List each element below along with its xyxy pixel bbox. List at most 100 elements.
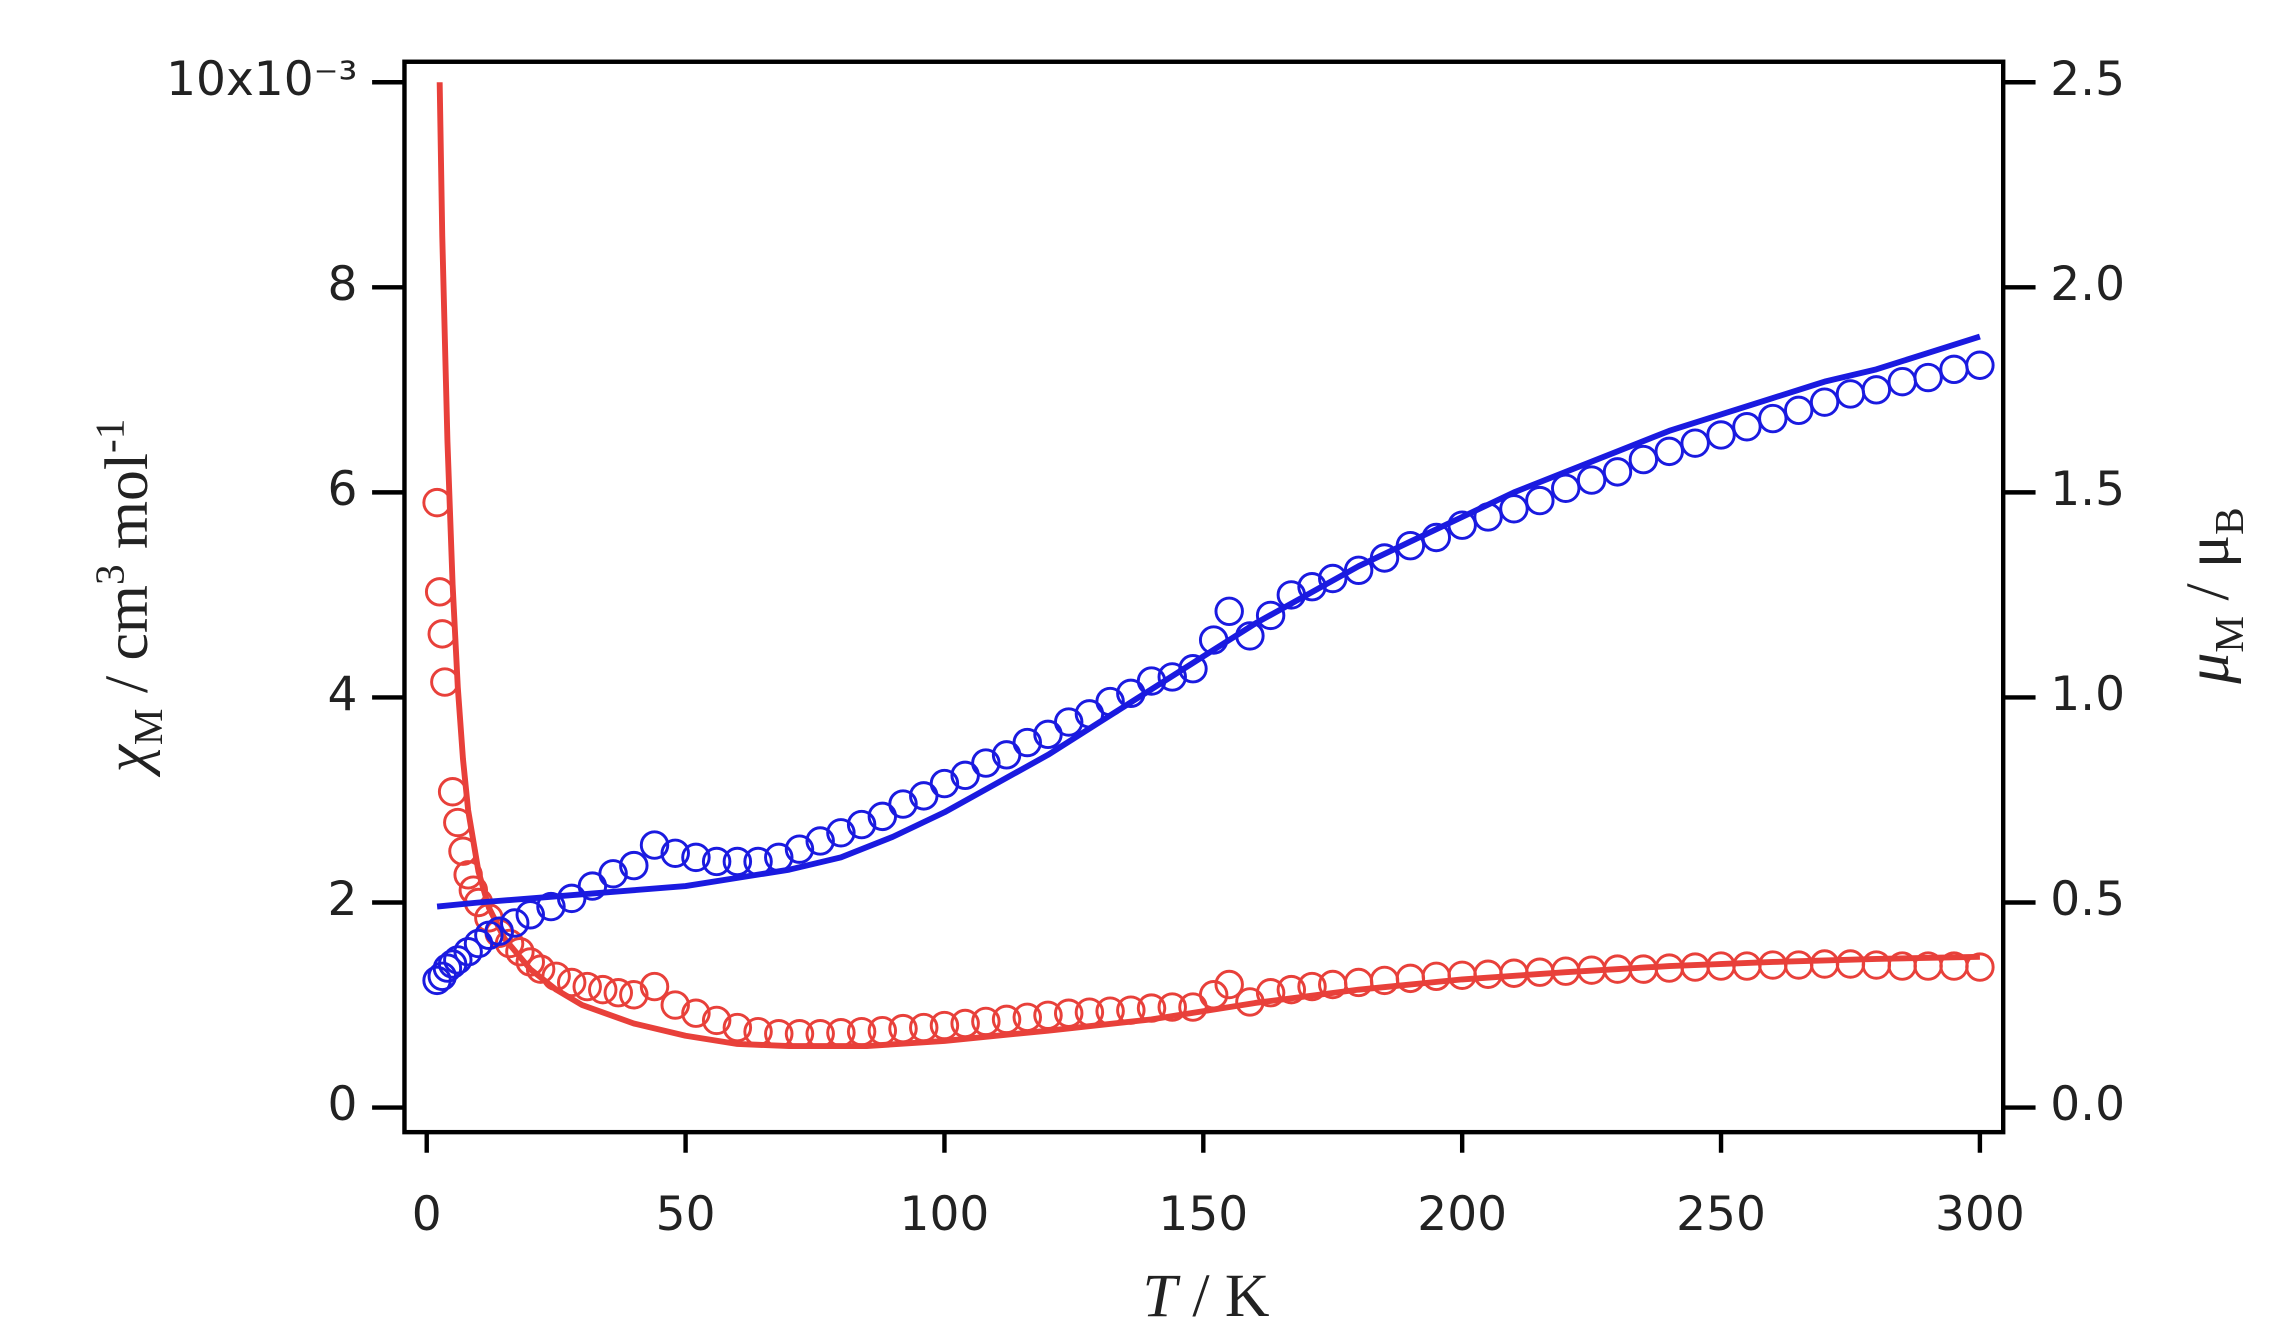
data-point bbox=[929, 768, 960, 799]
data-point bbox=[722, 846, 753, 877]
data-point bbox=[1297, 971, 1327, 1002]
data-point bbox=[660, 838, 690, 868]
data-point bbox=[1551, 473, 1581, 503]
data-point bbox=[1758, 403, 1788, 434]
data-point bbox=[1276, 974, 1307, 1005]
x-tick-label: 300 bbox=[1935, 1187, 2025, 1242]
data-point bbox=[572, 971, 602, 1002]
data-point bbox=[1157, 992, 1187, 1022]
data-point bbox=[681, 842, 711, 873]
y2-tick-label: 2.0 bbox=[2050, 257, 2125, 312]
data-point bbox=[515, 900, 545, 930]
y-tick-label: 4 bbox=[327, 667, 357, 722]
data-point bbox=[660, 990, 690, 1020]
data-point bbox=[1965, 350, 1995, 380]
data-point bbox=[505, 936, 535, 967]
y-title-part: mol bbox=[93, 453, 161, 564]
data-point bbox=[846, 809, 877, 840]
data-point bbox=[1447, 960, 1477, 990]
data-point bbox=[701, 846, 732, 877]
y2-title-part: B bbox=[2206, 507, 2252, 534]
y-title-part: / cm bbox=[93, 585, 161, 708]
y2-tick-label: 0.0 bbox=[2050, 1077, 2125, 1132]
data-point bbox=[1732, 412, 1762, 442]
data-point bbox=[1809, 949, 1840, 979]
y-axis-title: χM / cm3 mol-1 bbox=[87, 419, 171, 778]
data-point bbox=[453, 936, 483, 967]
y2-title-part: / μ bbox=[2174, 535, 2242, 616]
data-point bbox=[888, 789, 918, 819]
data-point bbox=[430, 667, 460, 697]
x-title-part: T bbox=[1143, 1262, 1181, 1330]
data-point bbox=[598, 859, 628, 889]
data-point bbox=[1887, 366, 1917, 397]
x-tick-label: 100 bbox=[900, 1187, 990, 1242]
data-point bbox=[603, 978, 633, 1008]
x-axis-title: T / K bbox=[1143, 1262, 1270, 1330]
data-point bbox=[432, 953, 463, 983]
data-point bbox=[1861, 375, 1892, 405]
data-point bbox=[805, 826, 835, 856]
data-point bbox=[500, 908, 530, 938]
data-point bbox=[1525, 485, 1555, 516]
data-point bbox=[681, 998, 711, 1028]
data-point bbox=[1783, 395, 1814, 426]
data-point bbox=[1835, 379, 1866, 409]
data-point bbox=[1965, 952, 1995, 982]
y-tick-label: 0 bbox=[327, 1077, 357, 1132]
y-tick-label: 6 bbox=[327, 462, 357, 517]
y-title-part: -1 bbox=[87, 419, 133, 453]
data-point bbox=[1783, 950, 1814, 980]
y2-tick-label: 1.0 bbox=[2050, 667, 2125, 722]
data-point bbox=[639, 971, 670, 1002]
y-tick-label: 8 bbox=[327, 257, 357, 312]
data-point bbox=[1255, 978, 1286, 1008]
y-title-part: χ bbox=[93, 743, 161, 777]
data-point bbox=[1939, 354, 1969, 385]
data-point bbox=[1628, 444, 1659, 475]
data-point bbox=[1214, 596, 1244, 627]
x-title-part: / K bbox=[1177, 1262, 1270, 1330]
data-point bbox=[536, 891, 566, 922]
data-point bbox=[588, 974, 618, 1005]
data-point bbox=[1654, 436, 1684, 467]
data-point bbox=[1053, 707, 1084, 737]
fit-line bbox=[436, 333, 1981, 910]
x-tick-label: 0 bbox=[412, 1187, 442, 1242]
data-point bbox=[1706, 420, 1736, 450]
y2-title-part: M bbox=[2206, 616, 2252, 653]
data-point bbox=[1157, 662, 1187, 692]
y-title-part: M bbox=[125, 709, 171, 746]
y2-tick-label: 2.5 bbox=[2050, 52, 2125, 107]
data-point bbox=[1318, 563, 1348, 594]
data-point bbox=[443, 945, 473, 975]
data-point bbox=[1680, 428, 1710, 458]
y-tick-label: 2 bbox=[327, 872, 357, 927]
y2-tick-label: 0.5 bbox=[2050, 872, 2125, 927]
plot-frame bbox=[402, 59, 2006, 1135]
data-point bbox=[784, 834, 815, 864]
data-point bbox=[971, 748, 1001, 778]
data-point bbox=[619, 980, 649, 1010]
data-point bbox=[722, 1012, 753, 1043]
data-point bbox=[424, 577, 455, 607]
data-point bbox=[1602, 457, 1633, 487]
data-point bbox=[784, 1019, 815, 1049]
data-point bbox=[639, 830, 670, 860]
data-point bbox=[484, 916, 514, 946]
y2-title-part: μ bbox=[2174, 653, 2242, 685]
data-point bbox=[1255, 600, 1286, 631]
y2-axis-title: μM / μB bbox=[2174, 507, 2252, 684]
x-tick-label: 150 bbox=[1158, 1187, 1248, 1242]
data-point bbox=[619, 850, 649, 881]
data-point bbox=[701, 1005, 732, 1036]
data-point bbox=[422, 487, 452, 518]
data-point bbox=[437, 777, 468, 807]
y-tick-label: 10x10⁻³ bbox=[166, 52, 357, 107]
data-point bbox=[1913, 362, 1943, 393]
y-title-part: 3 bbox=[87, 564, 133, 585]
y2-tick-label: 1.5 bbox=[2050, 462, 2125, 517]
data-point bbox=[826, 818, 856, 848]
